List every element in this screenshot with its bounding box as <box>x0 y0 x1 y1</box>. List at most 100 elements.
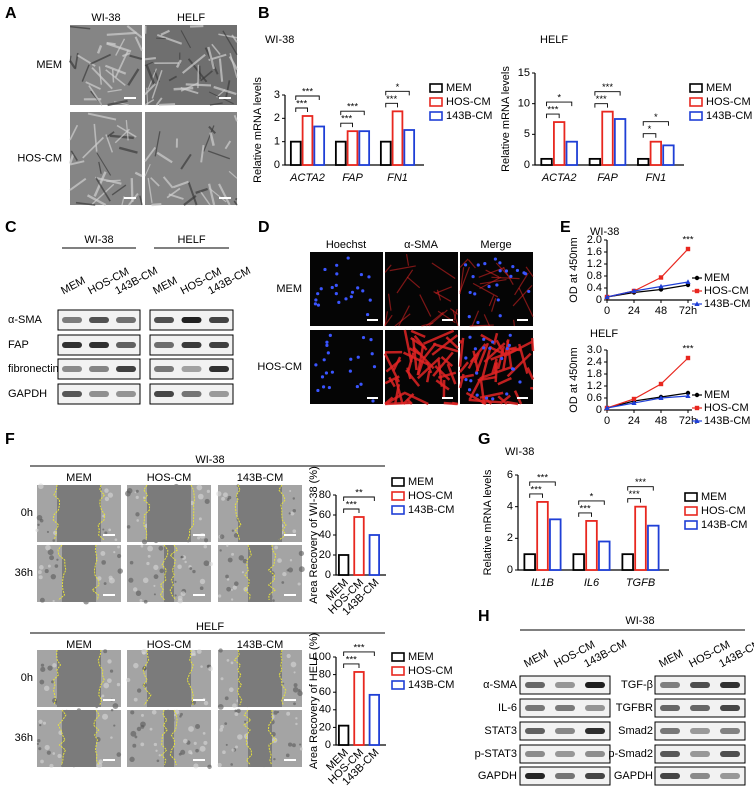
actin-fiber <box>406 276 421 289</box>
y-tick-label: 0.4 <box>587 282 602 294</box>
cell <box>291 743 296 748</box>
y-tick-label: 0 <box>325 569 331 581</box>
cell <box>230 588 233 591</box>
cell <box>69 60 76 69</box>
actin-fiber <box>434 365 451 381</box>
band <box>585 728 605 734</box>
nucleus <box>361 335 366 340</box>
legend-label: HOS-CM <box>704 402 749 414</box>
nucleus <box>356 286 360 290</box>
band <box>690 705 710 711</box>
y-tick-label: 4 <box>507 501 513 513</box>
cell <box>233 200 238 206</box>
cell <box>94 176 122 185</box>
cell <box>69 160 85 166</box>
y-tick-label: 0 <box>507 564 513 576</box>
wound-edge <box>159 544 169 601</box>
y-tick-label: 2 <box>274 112 280 124</box>
series-line <box>606 281 689 298</box>
nucleus <box>491 340 495 344</box>
panel-letter: F <box>5 431 15 448</box>
row-label: 36h <box>15 567 33 579</box>
row-label: GAPDH <box>614 770 653 782</box>
blot <box>519 721 611 741</box>
actin-fiber <box>479 276 502 290</box>
marker <box>631 400 637 405</box>
nucleus <box>348 369 352 373</box>
wound-gap <box>147 650 191 707</box>
row-label: GAPDH <box>8 388 47 400</box>
cell <box>206 664 210 668</box>
cell <box>95 177 111 202</box>
cell <box>193 763 199 769</box>
y-tick-label: 2.4 <box>587 356 602 368</box>
actin-fiber <box>411 338 418 371</box>
cell <box>136 726 142 732</box>
bar <box>598 540 611 571</box>
nucleus <box>355 384 359 389</box>
marker <box>694 288 700 294</box>
band <box>720 728 740 734</box>
cell <box>136 688 142 693</box>
cell <box>104 488 109 493</box>
cell <box>113 551 116 554</box>
actin-fiber <box>530 337 535 352</box>
y-tick-label: 60 <box>319 509 331 521</box>
cell <box>292 529 297 534</box>
band <box>209 342 229 348</box>
annotation: *** <box>682 235 693 246</box>
cell <box>241 571 244 574</box>
band <box>660 705 680 711</box>
legend-swatch <box>684 492 698 502</box>
nucleus <box>359 272 363 277</box>
actin-fiber <box>384 401 412 406</box>
cell <box>44 685 50 692</box>
cell <box>52 539 56 542</box>
cell <box>195 724 201 730</box>
cell <box>234 581 239 587</box>
cell <box>289 489 292 492</box>
nucleus <box>493 257 498 261</box>
significance-bracket <box>594 91 621 96</box>
cell <box>47 665 53 671</box>
wound-edge <box>91 544 100 601</box>
marker <box>685 279 691 284</box>
cell <box>158 754 161 757</box>
bar <box>621 553 634 571</box>
significance-label: * <box>396 82 400 93</box>
cell <box>39 518 44 523</box>
y-tick-label: 0.6 <box>587 392 602 404</box>
series-line <box>606 395 689 409</box>
cell <box>242 558 248 564</box>
cell <box>272 599 275 602</box>
cell <box>202 732 206 735</box>
significance-bracket <box>546 101 573 107</box>
wound-edge <box>244 544 252 601</box>
cell <box>226 498 230 501</box>
significance-label: *** <box>596 94 607 105</box>
wound-edge <box>278 484 287 541</box>
cell <box>114 128 130 144</box>
cell <box>297 582 301 586</box>
nucleus <box>523 272 528 276</box>
bar <box>565 140 578 166</box>
cell <box>231 34 238 43</box>
cell <box>49 763 54 768</box>
marker <box>685 246 691 252</box>
nucleus <box>498 314 502 318</box>
cell <box>293 671 296 674</box>
cell <box>282 682 285 685</box>
cell <box>219 727 224 732</box>
marker <box>658 275 664 280</box>
bar <box>338 554 350 576</box>
cell <box>160 29 170 36</box>
nucleus <box>507 343 511 347</box>
nucleus <box>464 378 468 382</box>
cell <box>108 575 113 580</box>
group-title: WI-38 <box>195 454 224 466</box>
significance-label: * <box>590 491 594 502</box>
actin-fiber <box>506 352 532 378</box>
cell <box>57 753 62 759</box>
significance-bracket <box>642 133 657 138</box>
actin-fiber <box>416 356 441 380</box>
